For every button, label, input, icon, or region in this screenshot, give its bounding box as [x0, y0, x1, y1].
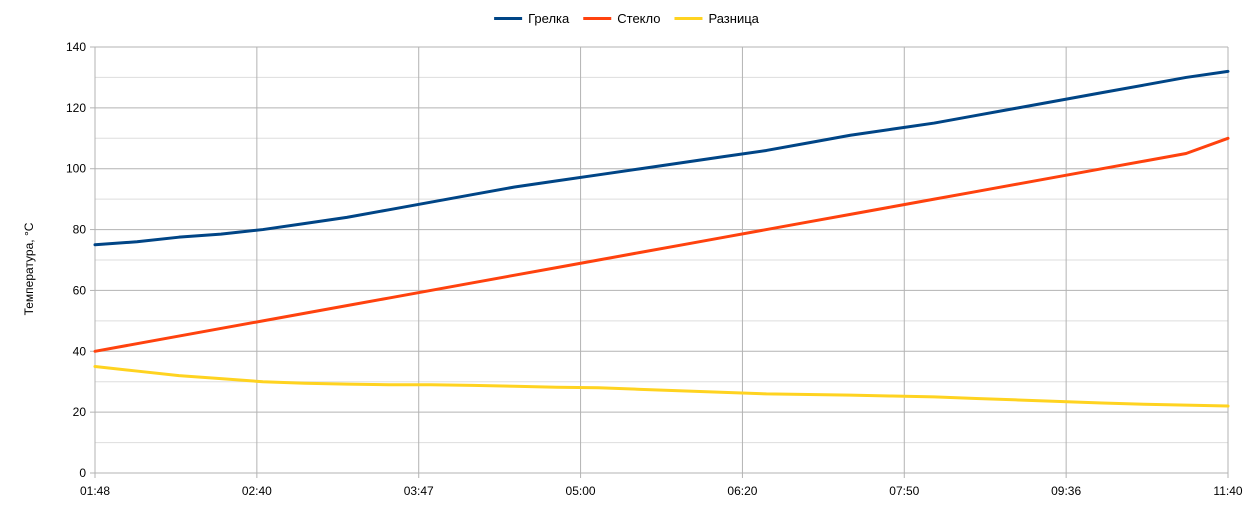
legend-label: Разница	[708, 11, 759, 26]
y-tick-label: 100	[66, 162, 86, 176]
y-tick-label: 140	[66, 40, 86, 54]
x-tick-label: 02:40	[242, 484, 272, 498]
x-tick-label: 05:00	[566, 484, 596, 498]
x-tick-label: 11:40	[1213, 484, 1242, 498]
axes: 01:48 02:40 03:47 05:00 06:20 07:50 09:36 11:40…	[66, 40, 1243, 498]
y-tick-label: 20	[73, 405, 87, 419]
y-tick-label: 60	[73, 283, 87, 297]
y-tick-label: 120	[66, 101, 86, 115]
y-tick-label: 80	[73, 223, 87, 237]
legend-label: Стекло	[617, 11, 660, 26]
x-tick-label: 07:50	[889, 484, 919, 498]
series-line-1	[93, 69, 1230, 247]
legend: Грелка Стекло Разница	[494, 11, 760, 26]
legend-label: Грелка	[528, 11, 570, 26]
x-tick-label: 09:36	[1051, 484, 1081, 498]
series-line-2	[93, 136, 1230, 353]
x-tick-label: 01:48	[80, 484, 110, 498]
series-line-3	[93, 365, 1230, 408]
x-tick-label: 03:47	[404, 484, 434, 498]
grid	[94, 46, 1229, 478]
y-tick-label: 40	[73, 344, 87, 358]
series-lines	[93, 69, 1230, 408]
y-tick-label: 0	[79, 466, 86, 480]
y-axis-title: Температура, °C	[22, 222, 36, 315]
x-tick-label: 06:20	[727, 484, 757, 498]
